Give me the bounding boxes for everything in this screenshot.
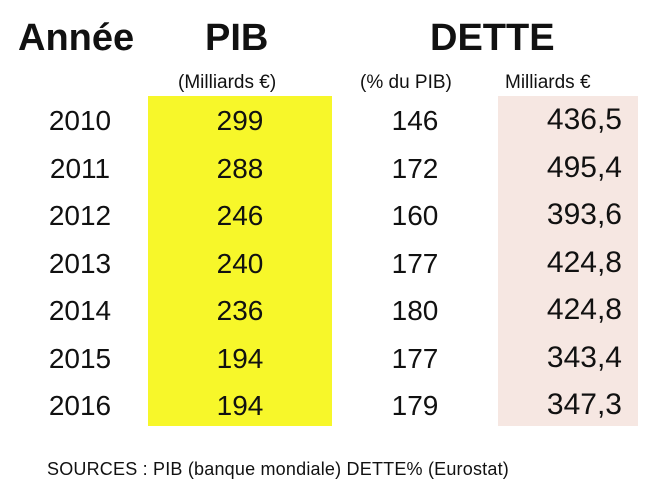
- year-cell: 2016: [48, 390, 112, 421]
- pib-cell: 236: [216, 295, 264, 326]
- dette-pct-cell: 172: [391, 153, 439, 184]
- dette-pct-cell: 179: [391, 390, 439, 421]
- dette-amount-cell: 424,8: [546, 293, 622, 326]
- year-cell: 2010: [48, 105, 112, 136]
- year-cell: 2013: [48, 248, 112, 279]
- year-cell: 2011: [49, 153, 111, 184]
- dette-amount-cell: 424,8: [546, 246, 622, 279]
- header-dette: DETTE: [430, 17, 555, 59]
- pib-cell: 240: [216, 248, 264, 279]
- dette-pct-cell: 180: [391, 295, 439, 326]
- subheader-dette-pct: (% du PIB): [360, 72, 452, 93]
- dette-amount-cell: 343,4: [546, 341, 622, 374]
- year-cell: 2014: [48, 295, 112, 326]
- dette-pct-cell: 177: [391, 248, 439, 279]
- year-cell: 2015: [48, 343, 112, 374]
- pib-cell: 194: [216, 390, 264, 421]
- subheader-pib-unit: (Milliards €): [178, 72, 277, 93]
- pib-cell: 288: [216, 153, 264, 184]
- year-cell: 2012: [48, 200, 112, 231]
- sources-note: SOURCES : PIB (banque mondiale) DETTE% (…: [47, 459, 509, 479]
- dette-pct-cell: 160: [391, 200, 439, 231]
- dette-amount-column-highlight: [498, 96, 638, 426]
- pib-cell: 194: [216, 343, 264, 374]
- header-pib: PIB: [205, 17, 269, 59]
- subheader-dette-amount: Milliards €: [505, 72, 591, 93]
- dette-pct-cell: 177: [391, 343, 439, 374]
- dette-amount-cell: 347,3: [546, 388, 622, 421]
- dette-amount-cell: 495,4: [546, 151, 622, 184]
- dette-amount-cell: 436,5: [546, 103, 622, 136]
- pib-cell: 299: [216, 105, 264, 136]
- pib-column-highlight: [148, 96, 332, 426]
- header-year: Année: [18, 17, 135, 59]
- pib-cell: 246: [216, 200, 264, 231]
- dette-pct-cell: 146: [391, 105, 439, 136]
- dette-amount-cell: 393,6: [546, 198, 622, 231]
